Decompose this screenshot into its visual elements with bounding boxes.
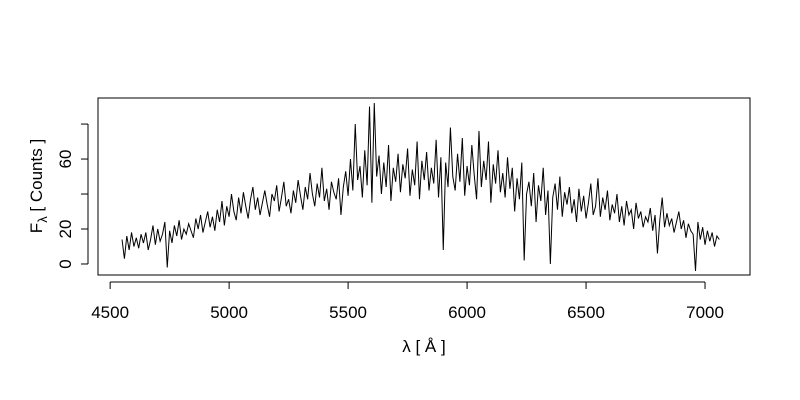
x-tick-label: 6500 xyxy=(567,303,605,322)
y-label-main: F xyxy=(27,223,46,233)
x-tick-label: 7000 xyxy=(686,303,724,322)
y-label-rest: [ Counts ] xyxy=(27,139,46,216)
y-axis-label: Fλ [ Counts ] xyxy=(27,139,50,233)
y-label-sub: λ xyxy=(35,216,50,223)
y-tick-label: 0 xyxy=(56,259,75,268)
spectrum-line xyxy=(121,103,720,272)
plot-box xyxy=(97,97,751,276)
y-tick-label: 60 xyxy=(56,150,75,169)
x-tick-label: 5000 xyxy=(210,303,248,322)
x-tick-label: 4500 xyxy=(91,303,129,322)
x-tick-label: 6000 xyxy=(448,303,486,322)
y-tick-label: 20 xyxy=(56,220,75,239)
x-tick-label: 5500 xyxy=(329,303,367,322)
x-axis-label: λ [ Å ] xyxy=(402,337,445,356)
